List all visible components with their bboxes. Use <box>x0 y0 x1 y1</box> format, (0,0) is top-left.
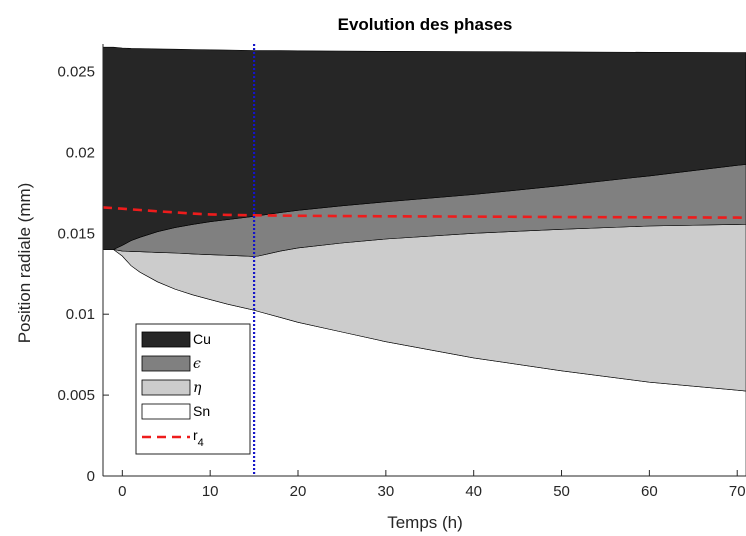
y-tick-label: 0.02 <box>66 144 95 161</box>
legend-label-subscript: 4 <box>198 437 204 449</box>
y-tick-label: 0.015 <box>57 225 95 242</box>
legend-label-3: η <box>193 380 202 396</box>
legend-swatch-1 <box>141 331 191 348</box>
y-tick-label: 0.005 <box>57 387 95 404</box>
x-tick-label: 30 <box>378 483 395 500</box>
x-tick-label: 20 <box>290 483 307 500</box>
x-tick-label: 50 <box>553 483 570 500</box>
area-cu <box>102 46 746 250</box>
x-tick-label: 0 <box>118 483 126 500</box>
chart-title: Evolution des phases <box>338 15 513 34</box>
legend-swatch-4 <box>141 403 191 420</box>
plot-area <box>102 44 746 477</box>
legend-swatch-3 <box>141 379 191 396</box>
x-tick-label: 70 <box>729 483 746 500</box>
x-tick-label: 40 <box>465 483 482 500</box>
legend: Cu ϵη Sn r4 <box>135 323 251 455</box>
y-tick-label: 0.01 <box>66 306 95 323</box>
legend-label-1: Cu <box>193 331 211 347</box>
y-tick-label: 0.025 <box>57 64 95 81</box>
axes: 0 10 20 30 40 50 60 70 0 0.005 0.01 0.015 0.02 0.025 <box>57 44 746 500</box>
y-axis-label: Position radiale (mm) <box>15 183 34 344</box>
x-axis-label: Temps (h) <box>387 513 463 532</box>
legend-swatch-2 <box>141 355 191 372</box>
legend-label-2: ϵ <box>193 356 201 372</box>
x-tick-label: 60 <box>641 483 658 500</box>
y-tick-label: 0 <box>87 468 95 485</box>
x-tick-label: 10 <box>202 483 219 500</box>
legend-label-4: Sn <box>193 403 210 419</box>
series-r4-line <box>102 206 746 220</box>
legend-label-5: r4 <box>193 427 204 449</box>
